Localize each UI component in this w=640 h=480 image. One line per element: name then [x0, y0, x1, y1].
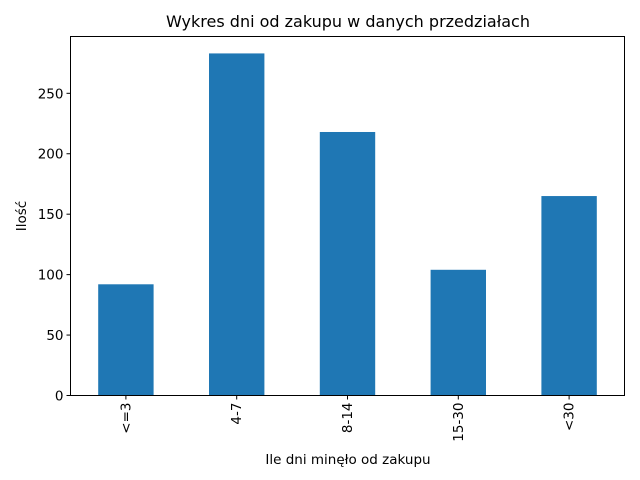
- y-tick-label-1: 50: [46, 328, 63, 344]
- bar-1: [209, 53, 265, 396]
- y-tick-label-2: 100: [38, 268, 64, 284]
- x-axis-label: Ile dni minęło od zakupu: [265, 452, 430, 468]
- bar-4: [541, 196, 597, 396]
- bar-0: [98, 284, 154, 396]
- bars-group: [98, 53, 597, 396]
- x-tick-label-3: 15-30: [451, 403, 467, 442]
- y-tick-label-3: 150: [38, 207, 64, 223]
- chart-title: Wykres dni od zakupu w danych przedziała…: [166, 12, 530, 31]
- y-tick-label-0: 0: [55, 389, 64, 405]
- y-axis-label: Ilość: [14, 201, 30, 231]
- y-tick-label-4: 200: [38, 147, 64, 163]
- y-tick-label-5: 250: [38, 86, 64, 102]
- x-tick-label-0: <=3: [118, 403, 134, 434]
- x-tick-label-2: 8-14: [340, 403, 356, 434]
- bar-3: [430, 269, 486, 396]
- x-tick-label-1: 4-7: [229, 403, 245, 425]
- bar-2: [319, 131, 376, 396]
- x-axis-ticks: <=3 4-7 8-14 15-30 <30: [118, 395, 578, 442]
- plot-frame: [70, 36, 625, 396]
- y-axis-ticks: 0 50 100 150 200 250: [38, 86, 71, 405]
- x-tick-label-4: <30: [562, 403, 578, 432]
